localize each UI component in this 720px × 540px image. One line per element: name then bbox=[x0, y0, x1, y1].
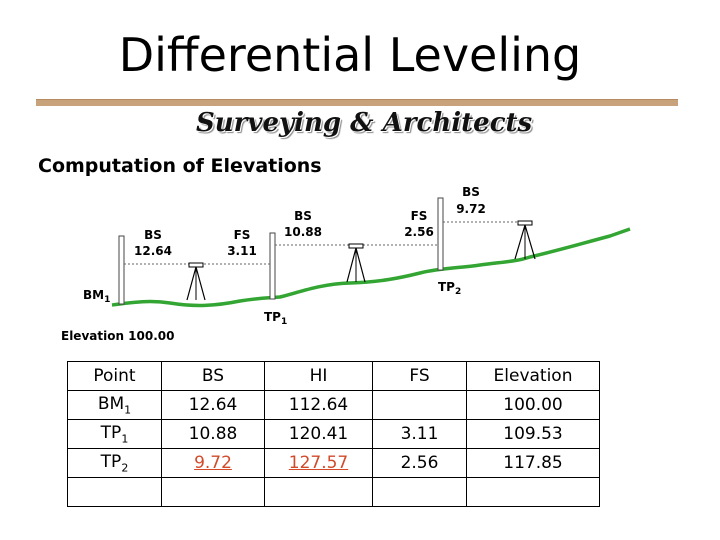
column-header: Point bbox=[67, 361, 162, 391]
reading-5-value: 9.72 bbox=[456, 202, 486, 216]
leveling-diagram: BS 12.64 FS 3.11 BS 10.88 FS 2.56 BS 9.7… bbox=[61, 185, 631, 343]
point-cell: TP2 bbox=[67, 448, 162, 478]
hi-cell: 127.57 bbox=[264, 448, 373, 478]
elevation-table: Point BS HI FS Elevation BM1 12.64 112.6… bbox=[67, 361, 600, 507]
level-rod-tp1 bbox=[269, 232, 276, 300]
hi-cell: 112.64 bbox=[264, 390, 373, 420]
point-cell: TP1 bbox=[67, 419, 162, 449]
bs-cell: 10.88 bbox=[161, 419, 265, 449]
column-header: FS bbox=[372, 361, 467, 391]
point-cell: BM1 bbox=[67, 390, 162, 420]
bs-cell bbox=[161, 477, 265, 507]
point-label-tp1: TP1 bbox=[264, 310, 287, 327]
point-label-tp2: TP2 bbox=[438, 280, 461, 297]
hi-cell: 120.41 bbox=[264, 419, 373, 449]
section-heading: Computation of Elevations bbox=[38, 155, 322, 177]
level-rod-bm1 bbox=[118, 235, 125, 305]
elevation-cell: 100.00 bbox=[466, 390, 600, 420]
fs-cell bbox=[372, 390, 467, 420]
level-instrument-2 bbox=[346, 243, 366, 283]
hi-cell bbox=[264, 477, 373, 507]
point-cell bbox=[67, 477, 162, 507]
reading-1-label: BS bbox=[144, 228, 162, 242]
point-label-bm1: BM1 bbox=[83, 288, 110, 305]
elevation-cell: 109.53 bbox=[466, 419, 600, 449]
column-header: Elevation bbox=[466, 361, 600, 391]
table-header-row: Point BS HI FS Elevation bbox=[67, 361, 600, 391]
fs-cell bbox=[372, 477, 467, 507]
table-row: TP2 9.72 127.57 2.56 117.85 bbox=[67, 448, 600, 478]
table-row bbox=[67, 477, 600, 507]
level-instrument-1 bbox=[186, 262, 206, 301]
level-rod-tp2 bbox=[437, 197, 444, 271]
fs-cell: 2.56 bbox=[372, 448, 467, 478]
elevation-cell bbox=[466, 477, 600, 507]
elevation-cell: 117.85 bbox=[466, 448, 600, 478]
bs-cell: 12.64 bbox=[161, 390, 265, 420]
column-header: BS bbox=[161, 361, 265, 391]
elevation-label: Elevation 100.00 bbox=[61, 329, 175, 343]
ground-line bbox=[111, 227, 631, 308]
reading-2-value: 3.11 bbox=[227, 244, 257, 258]
table-row: TP1 10.88 120.41 3.11 109.53 bbox=[67, 419, 600, 449]
column-header: HI bbox=[264, 361, 373, 391]
page-title: Differential Leveling bbox=[118, 28, 582, 82]
bs-cell: 9.72 bbox=[161, 448, 265, 478]
reading-3-label: BS bbox=[294, 209, 312, 223]
level-instrument-3 bbox=[514, 220, 536, 260]
title-divider bbox=[36, 99, 678, 106]
reading-2-label: FS bbox=[234, 228, 251, 242]
reading-5-label: BS bbox=[462, 185, 480, 199]
reading-1-value: 12.64 bbox=[134, 244, 172, 258]
reading-4-label: FS bbox=[411, 209, 428, 223]
reading-4-value: 2.56 bbox=[404, 225, 434, 239]
fs-cell: 3.11 bbox=[372, 419, 467, 449]
table-row: BM1 12.64 112.64 100.00 bbox=[67, 390, 600, 420]
subtitle: Surveying & Architects bbox=[196, 108, 533, 138]
reading-3-value: 10.88 bbox=[284, 225, 322, 239]
